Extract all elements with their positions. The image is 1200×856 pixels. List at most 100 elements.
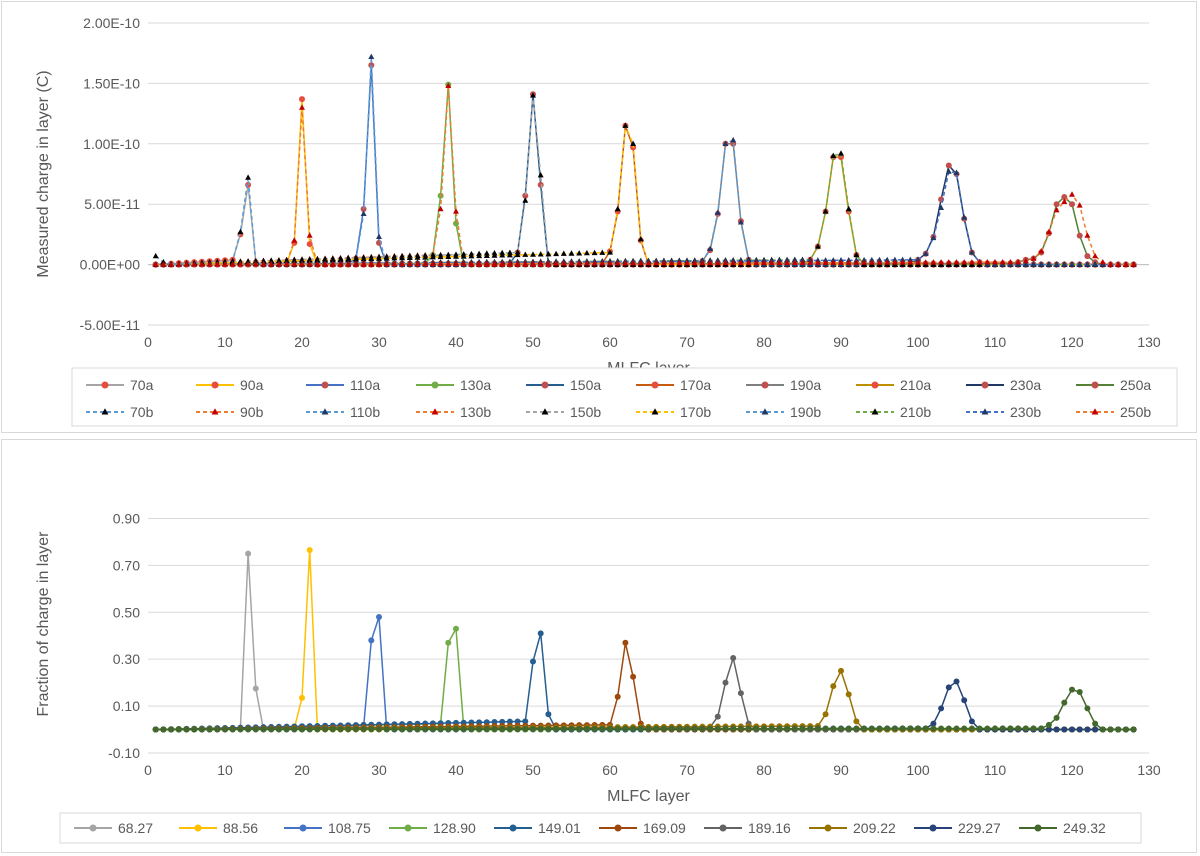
- x-axis-title: MLFC layer: [607, 788, 690, 805]
- data-point: [660, 725, 667, 732]
- series-190b: [152, 136, 1137, 267]
- legend-marker: [509, 824, 517, 832]
- legend-label: 70b: [130, 404, 154, 420]
- data-point: [676, 725, 683, 732]
- data-point: [152, 726, 159, 733]
- data-point: [838, 259, 844, 265]
- data-point: [930, 259, 937, 265]
- data-point: [206, 726, 213, 733]
- data-point: [1115, 261, 1122, 267]
- data-point: [368, 726, 375, 733]
- data-point: [999, 258, 1006, 265]
- data-point: [583, 725, 590, 732]
- data-point: [483, 726, 490, 733]
- data-point: [630, 140, 637, 146]
- data-point: [414, 254, 421, 260]
- data-point: [630, 673, 637, 680]
- data-point: [745, 725, 752, 732]
- series-line: [155, 125, 1134, 266]
- data-point: [383, 726, 390, 733]
- data-point: [645, 725, 652, 732]
- legend-marker: [824, 824, 832, 832]
- data-point: [1007, 725, 1014, 732]
- data-point: [945, 168, 952, 174]
- series-line: [155, 107, 1134, 266]
- data-point: [530, 251, 536, 257]
- data-point: [445, 260, 452, 266]
- series-line: [155, 65, 1134, 266]
- data-point: [506, 260, 513, 266]
- data-point: [352, 726, 359, 733]
- data-point: [807, 259, 814, 265]
- data-point: [306, 726, 313, 733]
- data-point: [1045, 261, 1052, 267]
- x-tick-label: 70: [679, 762, 695, 778]
- data-point: [784, 259, 791, 265]
- data-point: [460, 253, 467, 259]
- data-point: [345, 260, 352, 267]
- data-point: [198, 726, 205, 733]
- data-point: [1084, 232, 1091, 238]
- data-point: [699, 259, 706, 266]
- data-point: [260, 261, 267, 267]
- data-point: [1038, 261, 1045, 267]
- series-line: [155, 139, 1134, 266]
- data-point: [1038, 725, 1045, 732]
- x-tick-label: 120: [1060, 334, 1084, 350]
- data-point: [414, 726, 421, 733]
- series-149.01: [152, 630, 1137, 733]
- legend-marker: [431, 381, 439, 389]
- data-point: [1061, 193, 1068, 200]
- data-point: [553, 726, 560, 733]
- series-210b: [152, 150, 1137, 267]
- data-point: [583, 260, 590, 266]
- data-point: [907, 725, 914, 732]
- legend-label: 230b: [1010, 404, 1041, 420]
- data-point: [214, 261, 221, 267]
- data-point: [884, 725, 891, 732]
- data-point: [930, 720, 937, 727]
- data-point: [429, 260, 436, 266]
- legend-marker: [719, 824, 727, 832]
- data-point: [953, 169, 960, 175]
- data-point: [699, 725, 706, 732]
- data-point: [252, 685, 259, 692]
- data-point: [1045, 228, 1052, 235]
- data-point: [560, 260, 567, 266]
- data-point: [830, 725, 837, 732]
- data-point: [1107, 726, 1114, 733]
- data-point: [283, 726, 290, 733]
- data-point: [491, 252, 498, 258]
- data-point: [1045, 721, 1052, 728]
- legend-label: 130a: [460, 377, 491, 393]
- data-point: [245, 550, 252, 557]
- data-point: [707, 259, 714, 266]
- data-point: [229, 261, 236, 267]
- data-point: [576, 260, 583, 266]
- data-point: [152, 252, 159, 259]
- data-point: [453, 726, 459, 733]
- data-point: [714, 713, 721, 720]
- data-point: [499, 252, 506, 258]
- data-point: [514, 726, 521, 733]
- x-tick-label: 20: [294, 762, 310, 778]
- x-tick-label: 10: [217, 334, 233, 350]
- data-point: [391, 726, 398, 733]
- data-point: [537, 171, 544, 178]
- data-point: [799, 725, 806, 732]
- data-point: [191, 726, 198, 733]
- top-chart-panel: -5.00E-11 0.00E+00 5.00E-11 1.00E-10 1.50E-1…: [1, 1, 1197, 433]
- data-point: [252, 726, 259, 733]
- data-point: [814, 725, 821, 732]
- data-point: [830, 152, 837, 159]
- data-point: [268, 726, 275, 733]
- data-point: [1007, 258, 1014, 265]
- data-point: [337, 256, 344, 262]
- data-point: [853, 718, 860, 725]
- data-point: [807, 725, 814, 732]
- data-point: [568, 250, 575, 256]
- series-110a: [152, 62, 1137, 268]
- legend-marker: [1091, 381, 1099, 389]
- data-point: [922, 259, 929, 265]
- data-point: [776, 259, 783, 266]
